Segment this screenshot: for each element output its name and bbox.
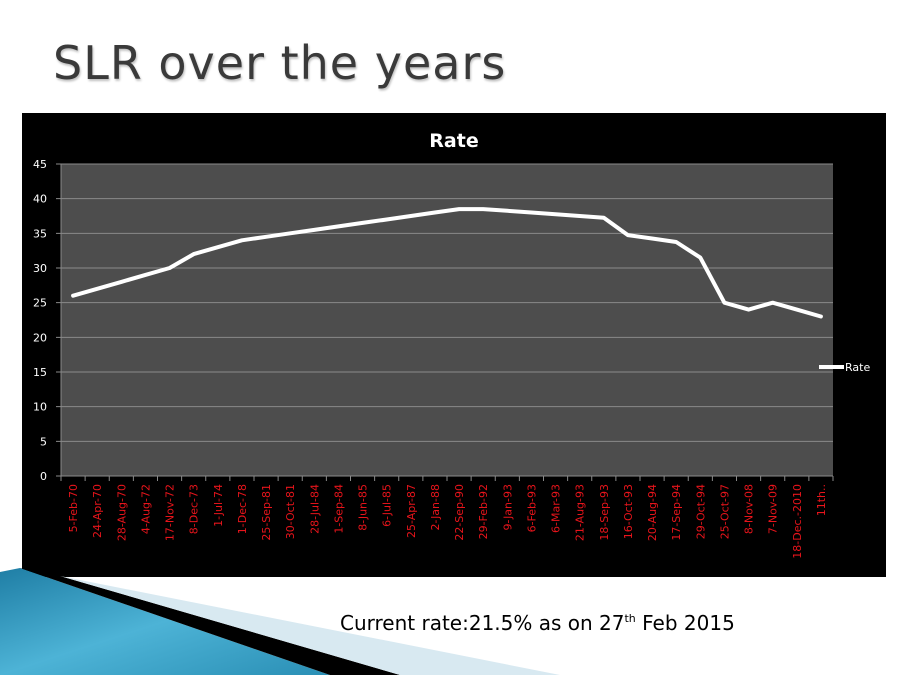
y-tick-label: 35 (33, 227, 47, 240)
x-tick-label: 20-Aug-94 (646, 484, 659, 541)
x-tick-label: 5-Feb-70 (67, 484, 80, 532)
y-tick-label: 20 (33, 331, 47, 344)
y-tick-label: 45 (33, 158, 47, 171)
x-tick-label: 28-Aug-70 (115, 484, 128, 541)
y-tick-label: 30 (33, 262, 47, 275)
y-tick-label: 10 (33, 401, 47, 414)
y-tick-label: 25 (33, 297, 47, 310)
x-tick-label: 2-Jan-88 (429, 484, 442, 531)
x-tick-label: 8-Nov-08 (743, 484, 756, 534)
x-tick-label: 6-Mar-93 (550, 484, 563, 533)
x-tick-label: 9-Jan-93 (501, 484, 514, 531)
x-tick-label: 21-Aug-93 (574, 484, 587, 541)
x-tick-label: 6-Jul-85 (381, 484, 394, 527)
x-tick-label: 8-Dec-73 (188, 484, 201, 534)
x-tick-label: 17-Sep-94 (670, 484, 683, 541)
x-tick-label: 16-Oct-93 (622, 484, 635, 539)
x-tick-label: 30-Oct-81 (284, 484, 297, 539)
line-chart: Rate 0 5 10 15 20 25 30 35 40 45 5-Feb-70 24-Apr-70 2… (22, 113, 886, 577)
plot-area (61, 164, 833, 476)
x-tick-label: 18-Sep-93 (598, 484, 611, 541)
y-tick-label: 0 (40, 470, 47, 483)
slide-title: SLR over the years (53, 36, 507, 90)
current-rate-caption: Current rate:21.5% as on 27th Feb 2015 (340, 611, 735, 635)
x-tick-label: 29-Feb-92 (477, 484, 490, 539)
x-tick-label: 18-Dec.-2010 (791, 484, 804, 559)
x-tick-label: 29-Oct-94 (694, 484, 707, 539)
x-tick-label: 25-Oct-97 (718, 484, 731, 539)
y-tick-label: 5 (40, 435, 47, 448)
rate-series-line (71, 207, 823, 319)
caption-text: Current rate:21.5% as on 27 (340, 611, 625, 635)
x-tick-label: 1-Sep-84 (332, 484, 345, 534)
chart-canvas: Rate 0 5 10 15 20 25 30 35 40 45 5-Feb-70 24-Apr-70 2… (33, 130, 870, 559)
x-tick-label: 28-Jul-84 (308, 484, 321, 534)
x-tick-label: 6-Feb-93 (525, 484, 538, 532)
x-tick-label: 7-Nov-09 (767, 484, 780, 534)
x-tick-label: 1-Jul-74 (212, 484, 225, 527)
x-tick-label: 1-Dec-78 (236, 484, 249, 534)
legend-label: Rate (845, 361, 870, 374)
chart-title: Rate (429, 130, 478, 152)
decorative-swoosh (0, 568, 560, 675)
x-tick-label: 4-Aug-72 (139, 484, 152, 534)
caption-date: Feb 2015 (635, 611, 735, 635)
y-tick-label: 40 (33, 193, 47, 206)
x-tick-label: 22-Sep-90 (453, 484, 466, 541)
x-tick-label: 17-Nov-72 (164, 484, 177, 541)
x-tick-label: 24-Apr-70 (91, 484, 104, 538)
x-tick-label: 25-Sep-81 (260, 484, 273, 541)
y-tick-label: 15 (33, 366, 47, 379)
x-tick-label: 8-Jun-85 (357, 484, 370, 531)
x-tick-label: 25-Apr-87 (405, 484, 418, 538)
x-tick-label: 11th.. (815, 484, 828, 516)
caption-superscript: th (624, 612, 636, 625)
